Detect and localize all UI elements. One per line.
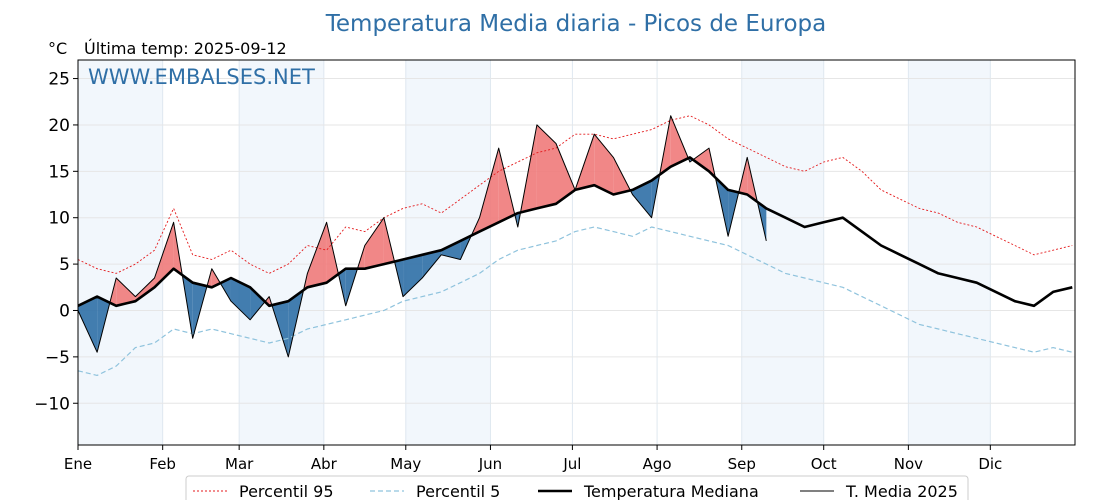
x-tick-label-mar: Mar bbox=[225, 455, 254, 473]
x-tick-label-jul: Jul bbox=[562, 455, 581, 473]
legend-label-0: Percentil 95 bbox=[239, 482, 334, 500]
y-tick-label: −10 bbox=[34, 394, 70, 414]
anomaly-area bbox=[422, 250, 442, 279]
y-tick-label: −5 bbox=[45, 348, 70, 368]
series-lines bbox=[77, 115, 1073, 376]
anomaly-area bbox=[364, 217, 384, 269]
series-line-3 bbox=[77, 115, 767, 358]
x-tick-label-dic: Dic bbox=[978, 455, 1002, 473]
anomaly-area bbox=[154, 222, 174, 288]
anomaly-area bbox=[135, 278, 155, 302]
anomaly-area bbox=[632, 180, 652, 218]
anomaly-area bbox=[230, 278, 251, 320]
y-tick-label: 20 bbox=[48, 116, 70, 136]
anomaly-area bbox=[556, 143, 576, 204]
legend: Percentil 95 Percentil 5 Temperatura Media… bbox=[185, 475, 969, 500]
anomaly-area bbox=[220, 278, 231, 302]
anomaly-area bbox=[441, 240, 461, 260]
anomaly-area bbox=[78, 296, 98, 353]
anomaly-area bbox=[479, 148, 499, 232]
anomaly-area bbox=[326, 222, 339, 283]
anomaly-area bbox=[403, 254, 423, 297]
anomaly-area bbox=[250, 287, 265, 320]
y-tick-label: 5 bbox=[59, 255, 70, 275]
anomaly-area bbox=[211, 268, 221, 288]
month-shade-mar bbox=[239, 60, 324, 445]
x-tick-label-may: May bbox=[390, 455, 421, 473]
x-tick-label-nov: Nov bbox=[894, 455, 923, 473]
y-tick-label: 15 bbox=[48, 162, 70, 182]
anomaly-area bbox=[498, 148, 515, 223]
watermark: WWW.EMBALSES.NET bbox=[88, 65, 315, 89]
unit-label: °C bbox=[48, 39, 67, 58]
y-axis: 25 20 15 10 5 0 −5 −10 bbox=[34, 70, 78, 414]
month-shade-nov bbox=[908, 60, 991, 445]
y-tick-label: 25 bbox=[48, 70, 70, 90]
legend-label-3: T. Media 2025 bbox=[845, 482, 958, 500]
series-line-1 bbox=[77, 226, 1073, 376]
anomaly-area bbox=[693, 148, 709, 172]
anomaly-area bbox=[670, 115, 689, 167]
y-tick-label: 10 bbox=[48, 209, 70, 229]
legend-label-2: Temperatura Mediana bbox=[583, 482, 759, 500]
x-tick-label-ago: Ago bbox=[643, 455, 672, 473]
month-shade-ene bbox=[78, 60, 163, 445]
month-shading bbox=[78, 60, 991, 445]
x-tick-label-feb: Feb bbox=[149, 455, 176, 473]
x-tick-label-sep: Sep bbox=[728, 455, 756, 473]
anomaly-area bbox=[594, 134, 614, 195]
x-axis: Ene Feb Mar Abr May Jun Jul Ago Sep Oct Nov Dic bbox=[64, 445, 1002, 473]
x-tick-label-ene: Ene bbox=[64, 455, 92, 473]
chart-title: Temperatura Media diaria - Picos de Euro… bbox=[325, 11, 826, 37]
x-tick-label-abr: Abr bbox=[311, 455, 338, 473]
y-tick-label: 0 bbox=[59, 301, 70, 321]
anomaly-area bbox=[536, 124, 557, 209]
legend-box bbox=[185, 475, 969, 500]
month-shade-sep bbox=[741, 60, 824, 445]
x-tick-label-jun: Jun bbox=[478, 455, 502, 473]
plot-frame bbox=[77, 59, 1076, 446]
last-temp-label: Última temp: 2025-09-12 bbox=[84, 39, 287, 58]
x-tick-label-oct: Oct bbox=[811, 455, 837, 473]
legend-label-1: Percentil 5 bbox=[416, 482, 500, 500]
anomaly-area bbox=[307, 222, 327, 288]
grid bbox=[77, 60, 1075, 445]
anomaly-area bbox=[116, 278, 136, 306]
